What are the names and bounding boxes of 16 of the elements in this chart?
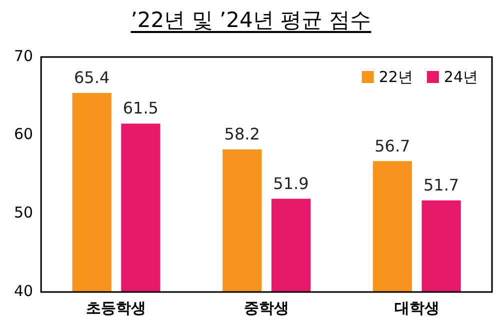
data-label: 51.7 [423, 176, 460, 195]
x-tick-label: 중학생 [244, 298, 290, 317]
data-label: 58.2 [224, 124, 260, 144]
y-tick-label: 40 [14, 282, 34, 300]
x-tick-label: 초등학생 [86, 298, 146, 317]
data-label: 65.4 [74, 68, 110, 88]
data-label: 56.7 [374, 136, 410, 156]
y-tick-label: 50 [14, 204, 34, 222]
y-tick-label: 70 [14, 46, 34, 65]
data-label: 51.9 [273, 174, 309, 193]
x-tick-label: 대학생 [394, 298, 440, 317]
data-label: 61.5 [122, 98, 158, 118]
legend-label: 22년 [378, 68, 413, 86]
y-tick-label: 60 [14, 125, 34, 144]
chart-title: ’22년 및 ’24년 평균 점수 [130, 8, 372, 32]
legend-label: 24년 [444, 68, 478, 86]
